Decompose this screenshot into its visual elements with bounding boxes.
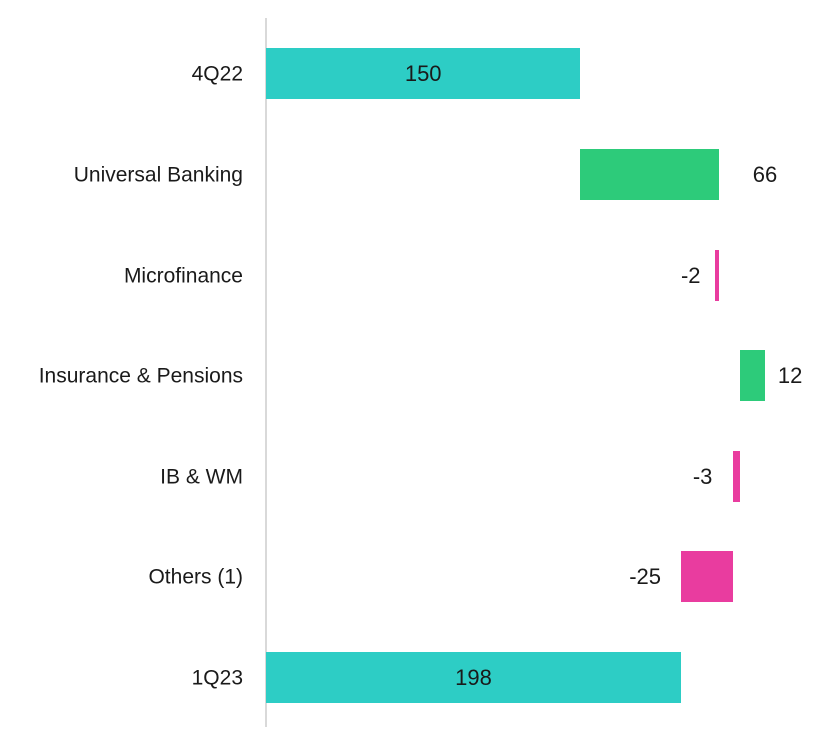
category-label-universal-banking: Universal Banking bbox=[73, 162, 243, 186]
value-label-universal-banking: 66 bbox=[752, 161, 778, 187]
bar-microfinance bbox=[714, 250, 719, 301]
value-label-microfinance: -2 bbox=[680, 262, 701, 288]
bar-ib-wm bbox=[733, 451, 740, 502]
value-label-insurance-pensions: 12 bbox=[777, 362, 803, 388]
category-axis-line bbox=[265, 18, 267, 727]
bar-4q22: 150 bbox=[266, 48, 581, 99]
category-label-others-1: Others (1) bbox=[148, 564, 243, 588]
category-label-4q22: 4Q22 bbox=[191, 61, 243, 85]
bar-insurance-pensions bbox=[739, 350, 765, 401]
category-label-microfinance: Microfinance bbox=[123, 263, 243, 287]
value-label-4q22: 150 bbox=[404, 60, 442, 86]
value-label-1q23: 198 bbox=[455, 664, 492, 690]
value-label-ib-wm: -3 bbox=[692, 463, 713, 489]
value-label-others-1: -25 bbox=[629, 563, 662, 589]
bar-universal-banking bbox=[580, 149, 719, 200]
bar-others-1 bbox=[681, 551, 734, 602]
category-label-insurance-pensions: Insurance & Pensions bbox=[38, 363, 243, 387]
category-label-ib-wm: IB & WM bbox=[160, 464, 243, 488]
bar-1q23: 198 bbox=[266, 652, 681, 703]
category-label-1q23: 1Q23 bbox=[191, 665, 243, 689]
